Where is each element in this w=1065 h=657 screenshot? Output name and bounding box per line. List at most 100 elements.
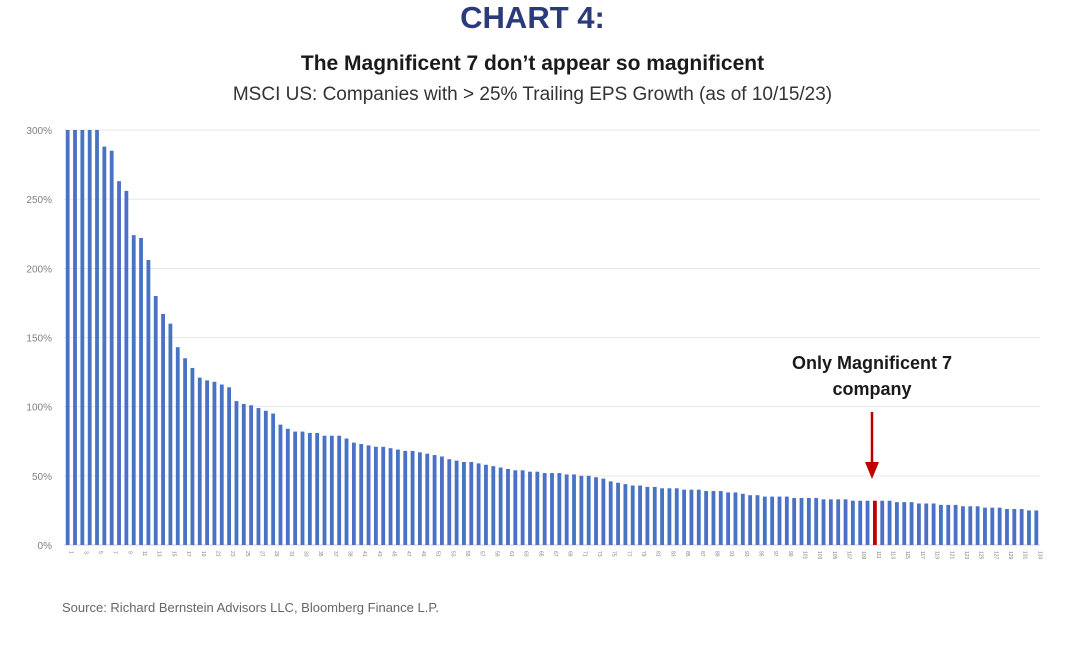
x-tick-label: 67 (552, 551, 558, 557)
bar (667, 488, 672, 545)
bar (975, 506, 980, 545)
x-tick-label: 91 (728, 551, 734, 557)
bar (469, 462, 474, 545)
bar (711, 491, 716, 545)
bar (887, 500, 892, 545)
bar (491, 466, 496, 545)
bar (696, 489, 701, 545)
x-tick-label: 103 (816, 551, 822, 560)
bar (131, 235, 136, 545)
x-tick-label: 5 (97, 551, 103, 554)
bar (227, 387, 232, 545)
bar (381, 446, 386, 545)
bar (792, 497, 797, 545)
bar (285, 428, 290, 545)
x-tick-label: 9 (126, 551, 132, 554)
x-tick-label: 121 (948, 551, 954, 560)
x-tick-label: 131 (1022, 551, 1028, 560)
x-tick-label: 3 (82, 551, 88, 554)
bar (638, 485, 642, 545)
y-tick-label: 150% (26, 334, 52, 345)
bar (373, 446, 378, 545)
x-tick-label: 57 (479, 551, 485, 557)
x-tick-label: 89 (713, 551, 719, 557)
bar (770, 496, 775, 545)
bar (652, 486, 657, 545)
bar (645, 486, 650, 545)
x-tick-label: 105 (831, 551, 837, 560)
x-tick-label: 49 (420, 551, 426, 557)
bar (806, 497, 811, 545)
bar (1034, 510, 1039, 545)
x-tick-label: 43 (376, 551, 382, 557)
bar (850, 500, 855, 545)
bar (909, 502, 914, 545)
x-tick-label: 19 (200, 551, 206, 557)
bar (814, 497, 819, 545)
bar (836, 499, 841, 545)
x-tick-label: 79 (640, 551, 646, 557)
chart-title: The Magnificent 7 don’t appear so magnif… (300, 52, 765, 75)
bar (161, 313, 165, 545)
x-tick-label: 125 (978, 551, 984, 560)
bar (961, 506, 965, 545)
bar (931, 503, 936, 545)
x-tick-label: 51 (435, 551, 441, 557)
bar (784, 496, 789, 545)
x-tick-label: 35 (317, 551, 323, 557)
bar-series (65, 130, 1039, 545)
bar (917, 503, 921, 545)
x-tick-label: 127 (992, 551, 998, 560)
bar (572, 474, 576, 545)
x-tick-label: 27 (258, 551, 264, 557)
bar (535, 471, 540, 545)
bar (902, 502, 907, 545)
x-tick-label: 1 (68, 551, 74, 554)
x-tick-label: 33 (302, 551, 308, 557)
bar (249, 405, 254, 545)
bar (858, 500, 863, 545)
x-tick-label: 117 (919, 551, 925, 559)
bar (454, 460, 459, 545)
bar (418, 452, 422, 545)
bar (168, 323, 173, 545)
bar (498, 467, 503, 545)
x-tick-label: 73 (596, 551, 602, 557)
bar (689, 489, 694, 545)
bar (322, 435, 327, 545)
bar (821, 499, 826, 545)
y-tick-label: 200% (26, 264, 52, 275)
bar (865, 500, 870, 545)
bar (748, 495, 753, 545)
bar-chart: 0%50%100%150%200%250%300% 1 3 5 7 9 11 13 15 17 1… (26, 126, 1042, 560)
bar (946, 504, 951, 545)
x-tick-label: 61 (508, 551, 514, 557)
bar (880, 500, 885, 545)
bar (564, 474, 569, 545)
bar (674, 488, 679, 545)
y-tick-label: 250% (26, 195, 52, 206)
bar (359, 444, 364, 545)
annotation-text-line2: company (832, 379, 911, 399)
bar (718, 491, 723, 545)
bar (95, 130, 99, 545)
bar (799, 497, 804, 545)
y-tick-label: 100% (26, 403, 52, 414)
bar (205, 380, 210, 545)
x-tick-label: 55 (464, 551, 470, 557)
x-tick-label: 107 (846, 551, 852, 560)
bar (924, 503, 929, 545)
bar (953, 504, 958, 545)
bar (682, 489, 686, 545)
chart-subtitle: MSCI US: Companies with > 25% Trailing E… (232, 84, 833, 105)
y-tick-label: 50% (32, 472, 52, 483)
bar (300, 431, 305, 545)
bar (271, 413, 276, 545)
x-tick-label: 21 (214, 551, 220, 557)
x-tick-label: 11 (141, 551, 147, 556)
bar (506, 468, 510, 545)
bar (520, 470, 525, 545)
bar (293, 431, 298, 545)
bar (733, 492, 738, 545)
bar (939, 504, 943, 545)
